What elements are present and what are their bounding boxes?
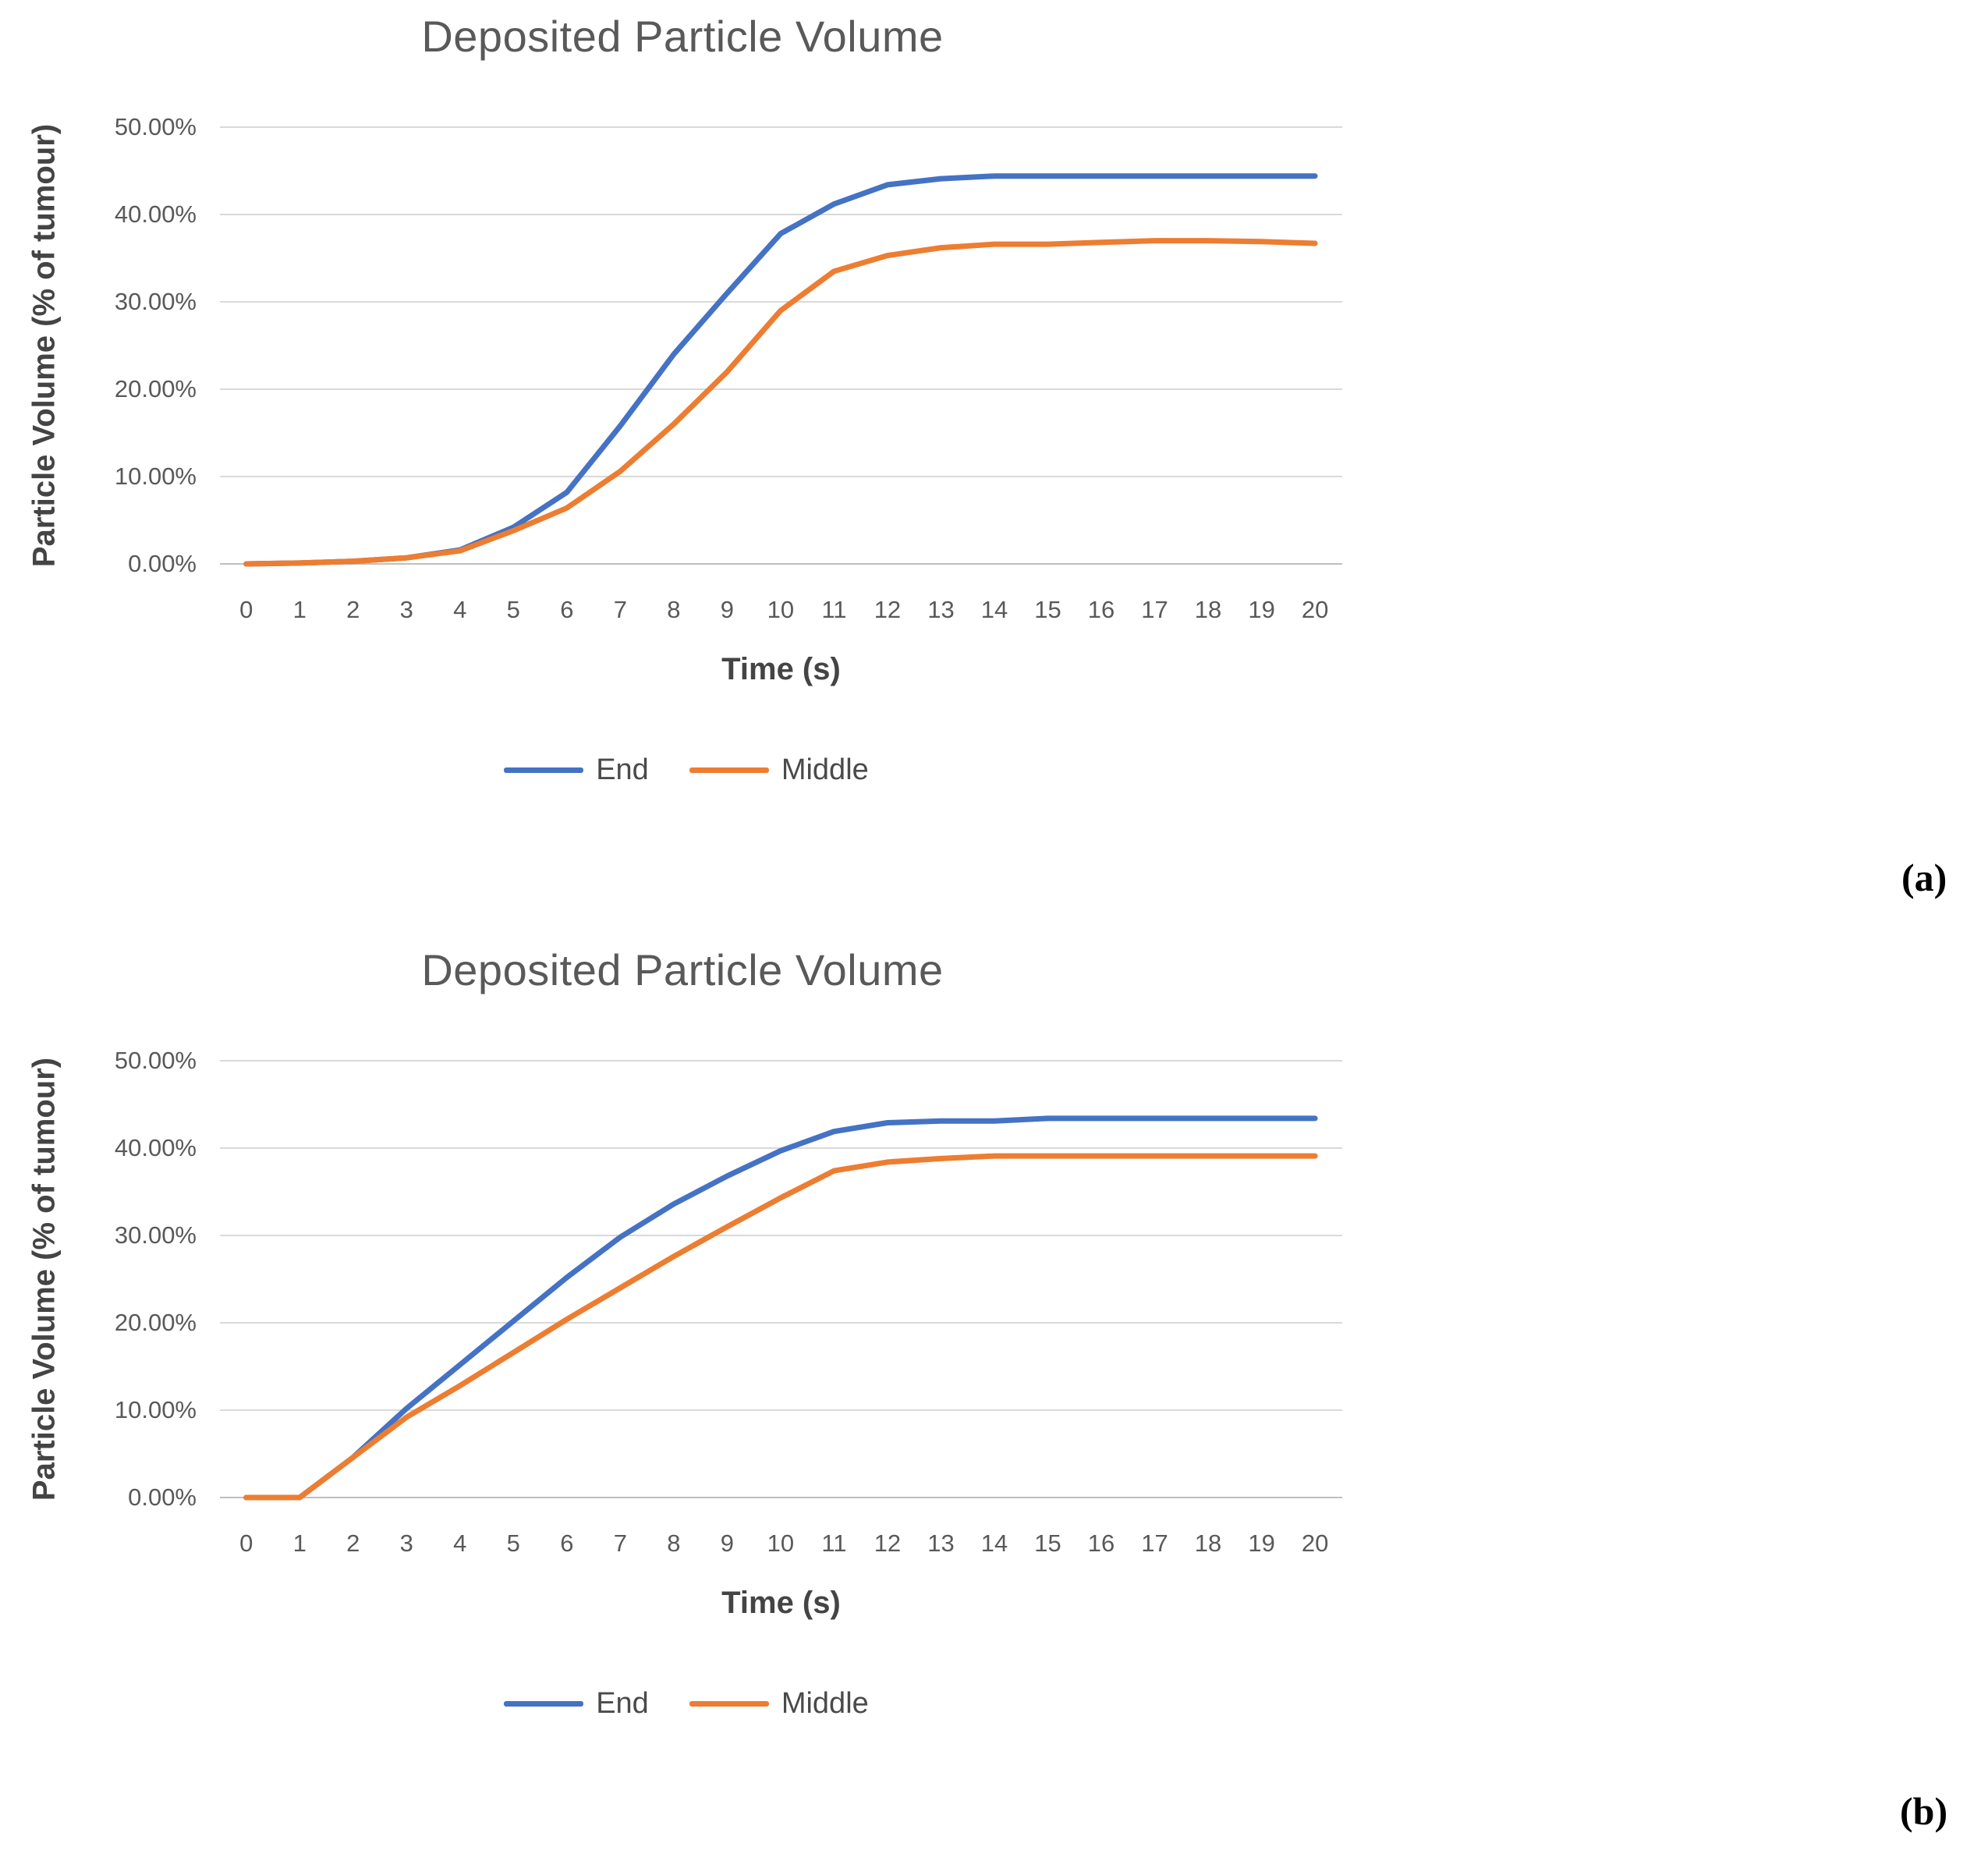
x-tick-label: 5 (506, 1529, 520, 1557)
x-tick-label: 16 (1087, 1529, 1115, 1557)
plot-area (220, 126, 1342, 567)
legend-swatch-end (504, 1701, 584, 1707)
x-tick-label: 2 (346, 1529, 360, 1557)
legend: End Middle (0, 753, 1373, 787)
x-tick-label: 19 (1248, 596, 1275, 623)
x-tick-label: 2 (346, 596, 360, 623)
x-tick-label: 9 (720, 596, 734, 623)
y-tick-label: 50.00% (114, 1047, 197, 1074)
x-tick-label: 16 (1087, 596, 1115, 623)
x-tick-label: 15 (1034, 596, 1061, 623)
x-tick-label: 18 (1194, 1529, 1222, 1557)
legend-label: End (596, 753, 649, 786)
x-tick-label: 6 (560, 596, 574, 623)
panel-label-a: (a) (1901, 856, 1947, 899)
x-axis-title: Time (s) (721, 652, 841, 686)
x-tick-label: 12 (874, 596, 902, 623)
panel-label-b: (b) (1900, 1789, 1948, 1833)
x-tick-label: 17 (1141, 596, 1168, 623)
y-tick-label: 10.00% (114, 463, 197, 490)
x-tick-label: 10 (767, 596, 795, 623)
x-tick-label: 5 (506, 596, 520, 623)
x-tick-label: 4 (453, 596, 467, 623)
series-line-middle (243, 1153, 1318, 1501)
x-tick-label: 17 (1141, 1529, 1168, 1557)
x-tick-label: 12 (874, 1529, 902, 1557)
y-tick-label: 20.00% (114, 375, 197, 402)
x-tick-label: 13 (927, 1529, 955, 1557)
y-tick-label: 30.00% (114, 288, 197, 315)
x-tick-label: 14 (980, 1529, 1008, 1557)
series-line-middle (243, 238, 1318, 567)
x-tick-label: 8 (667, 596, 681, 623)
legend-item-end: End (504, 1687, 649, 1721)
x-tick-label: 7 (613, 596, 627, 623)
x-tick-label: 4 (453, 1529, 467, 1557)
legend-label: End (596, 1687, 649, 1720)
legend-item-middle: Middle (689, 1687, 869, 1721)
chart-title: Deposited Particle Volume (421, 12, 944, 61)
x-tick-label: 0 (239, 596, 253, 623)
y-tick-label: 40.00% (114, 200, 197, 228)
legend-swatch-middle (689, 767, 769, 773)
y-axis-title: Particle Volume (% of tumour) (27, 1057, 62, 1501)
y-tick-label: 40.00% (114, 1134, 197, 1161)
series-line-end (243, 173, 1318, 567)
series-line-end (243, 1115, 1318, 1501)
y-axis-title: Particle Volume (% of tumour) (27, 123, 62, 568)
chart-a: Deposited Particle Volume Particle Volum… (0, 0, 1404, 835)
y-tick-label: 0.00% (128, 550, 197, 577)
x-tick-label: 6 (560, 1529, 574, 1557)
y-tick-label: 20.00% (114, 1309, 197, 1336)
x-tick-label: 14 (980, 596, 1008, 623)
y-tick-label: 30.00% (114, 1221, 197, 1249)
x-tick-label: 18 (1194, 596, 1222, 623)
x-tick-label: 8 (667, 1529, 681, 1557)
x-tick-label: 1 (292, 1529, 307, 1557)
legend-label: Middle (781, 1687, 869, 1720)
x-tick-label: 10 (767, 1529, 795, 1557)
plot-area (220, 1060, 1342, 1501)
x-tick-label: 9 (720, 1529, 734, 1557)
x-tick-label: 20 (1301, 596, 1329, 623)
chart-b: Deposited Particle Volume Particle Volum… (0, 934, 1404, 1768)
y-tick-label: 10.00% (114, 1396, 197, 1423)
x-tick-label: 13 (927, 596, 955, 623)
y-tick-label: 0.00% (128, 1483, 197, 1511)
legend-swatch-end (504, 767, 584, 773)
legend-label: Middle (781, 753, 869, 786)
x-tick-label: 3 (399, 1529, 413, 1557)
x-tick-label: 20 (1301, 1529, 1329, 1557)
x-tick-label: 19 (1248, 1529, 1275, 1557)
y-tick-label: 50.00% (114, 113, 197, 140)
x-axis-title: Time (s) (721, 1586, 841, 1620)
x-tick-label: 7 (613, 1529, 627, 1557)
chart-title: Deposited Particle Volume (421, 945, 944, 994)
legend: End Middle (0, 1687, 1373, 1721)
legend-item-middle: Middle (689, 753, 869, 787)
x-tick-label: 11 (821, 596, 847, 623)
x-tick-label: 0 (239, 1529, 253, 1557)
x-tick-label: 3 (399, 596, 413, 623)
x-tick-label: 11 (821, 1529, 847, 1557)
legend-item-end: End (504, 753, 649, 787)
x-tick-label: 15 (1034, 1529, 1061, 1557)
legend-swatch-middle (689, 1701, 769, 1707)
x-tick-label: 1 (292, 596, 307, 623)
